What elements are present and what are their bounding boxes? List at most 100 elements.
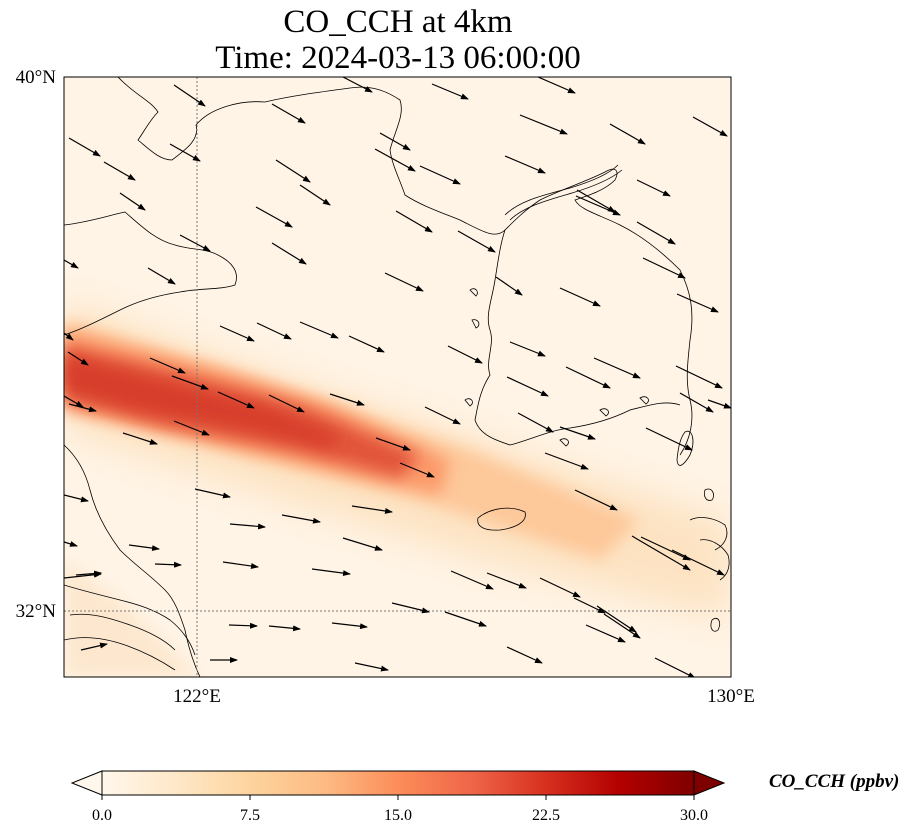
wind-vector-arrow: [603, 613, 641, 639]
map-frame: [63, 76, 732, 678]
wind-vector-arrow: [219, 325, 255, 342]
wind-vector-arrow: [379, 132, 411, 151]
wind-vector-arrow: [671, 549, 725, 576]
wind-vector-arrow: [575, 195, 621, 216]
wind-vector-arrow: [559, 426, 596, 440]
colorbar-tick-label: 0.0: [92, 807, 112, 824]
wind-vector-arrow: [676, 293, 719, 313]
wind-vector-arrow: [642, 257, 686, 279]
wind-vector-arrow: [447, 345, 483, 364]
wind-vector-arrow: [585, 624, 626, 643]
wind-vector-arrow: [679, 392, 714, 413]
wind-vector-arrow: [374, 148, 416, 172]
wind-vector-arrow: [67, 351, 89, 366]
map-title-line-1: CO_CCH at 4km: [283, 4, 513, 40]
wind-vector-arrow: [128, 544, 160, 552]
wind-vector-arrow: [68, 137, 101, 157]
wind-vector-arrow: [707, 399, 731, 409]
coastlines: [64, 77, 730, 677]
wind-vector-arrow: [351, 505, 393, 514]
lat-tick-label-32: 32°N: [16, 601, 57, 622]
map-title-line-2: Time: 2024-03-13 06:00:00: [215, 40, 581, 76]
colorbar-max-extend: [693, 770, 726, 796]
wind-vector-arrow: [103, 161, 136, 181]
colorbar-tick-label: 22.5: [532, 807, 560, 824]
wind-vector-arrow: [539, 577, 581, 598]
wind-vector-arrow: [68, 403, 97, 413]
wind-vector-arrow: [173, 420, 210, 436]
wind-vector-arrow: [609, 123, 646, 145]
wind-vector-arrow: [255, 206, 293, 228]
wind-vector-arrow: [299, 321, 339, 339]
colorbar-tick-label: 7.5: [240, 807, 260, 824]
colorbar-gradient: [102, 771, 694, 795]
wind-vector-arrow: [424, 406, 461, 425]
wind-vector-arrow: [517, 412, 554, 433]
wind-vector-arrow: [444, 611, 487, 627]
wind-vector-arrow: [271, 242, 307, 265]
wind-vector-arrow: [64, 259, 79, 269]
wind-vector-arrow: [147, 267, 176, 285]
wind-vector-arrow: [342, 77, 373, 93]
wind-vector-arrow: [506, 376, 549, 397]
wind-vector-arrow: [64, 541, 78, 547]
wind-vector-arrow: [645, 427, 693, 451]
wind-vector-arrow: [573, 597, 606, 614]
wind-vector-arrow: [222, 561, 259, 569]
colorbar-title: CO_CCH (ppbv): [769, 771, 899, 792]
wind-vector-arrow: [194, 488, 231, 499]
wind-vector-arrow: [559, 287, 601, 307]
wind-vector-arrow: [331, 622, 368, 630]
wind-vector-arrow: [375, 437, 411, 451]
wind-vector-arrow: [593, 357, 641, 379]
wind-vector-arrow: [64, 395, 84, 408]
wind-vector-arrow: [519, 114, 568, 135]
wind-vector-arrow: [64, 494, 89, 503]
wind-vector-arrow: [506, 646, 543, 664]
wind-vector-arrow: [179, 234, 211, 252]
wind-vector-arrow: [169, 143, 201, 162]
wind-vector-arrow: [391, 602, 430, 614]
wind-vector-arrow: [75, 570, 102, 577]
wind-vector-arrow: [154, 561, 182, 568]
colorbar-tick-label: 15.0: [384, 807, 412, 824]
wind-vector-arrow: [544, 452, 589, 470]
wind-vector-arrow: [692, 116, 728, 137]
wind-vector-arrow: [504, 155, 546, 174]
wind-vector-arrow: [596, 605, 637, 633]
wind-vector-arrow: [354, 662, 389, 672]
wind-vector-arrow: [537, 77, 576, 94]
wind-vector-arrow: [80, 642, 108, 651]
wind-vector-arrow: [64, 332, 74, 341]
wind-vector-arrow: [268, 625, 301, 632]
wind-vector-arrow: [419, 165, 461, 185]
wind-vector-arrow: [342, 537, 383, 551]
wind-vector-arrow: [675, 365, 723, 389]
wind-vector-arrow: [122, 432, 158, 445]
wind-vector-arrow: [329, 393, 365, 406]
wind-vector-arrow: [275, 159, 311, 183]
wind-vector-arrow: [654, 657, 696, 677]
wind-vector-arrow: [450, 570, 494, 590]
wind-vector-arrow: [348, 335, 385, 353]
gridlines: [64, 77, 731, 677]
wind-vector-arrow: [576, 189, 616, 213]
wind-vector-arrow: [299, 184, 331, 206]
wind-vector-arrow: [636, 179, 671, 197]
concentration-field: [64, 77, 731, 677]
wind-vector-arrow: [384, 272, 424, 292]
wind-vector-arrow: [119, 192, 146, 211]
colorbar: 0.0 7.5 15.0 22.5 30.0 CO_CCH (ppbv): [70, 770, 899, 824]
wind-vector-arrow: [495, 276, 523, 296]
colorbar-tick-label: 30.0: [680, 807, 708, 824]
wind-vector-arrow: [171, 375, 209, 390]
wind-vector-arrow: [565, 366, 611, 389]
wind-vector-arrow: [228, 622, 258, 629]
wind-vector-arrow: [229, 523, 266, 530]
wind-vector-arrow: [149, 357, 186, 374]
wind-vector-arrow: [640, 536, 691, 561]
wind-vector-arrow: [631, 535, 691, 571]
colorbar-min-extend: [70, 770, 103, 796]
wind-vector-arrow: [486, 572, 527, 589]
wind-vector-arrow: [509, 341, 546, 357]
